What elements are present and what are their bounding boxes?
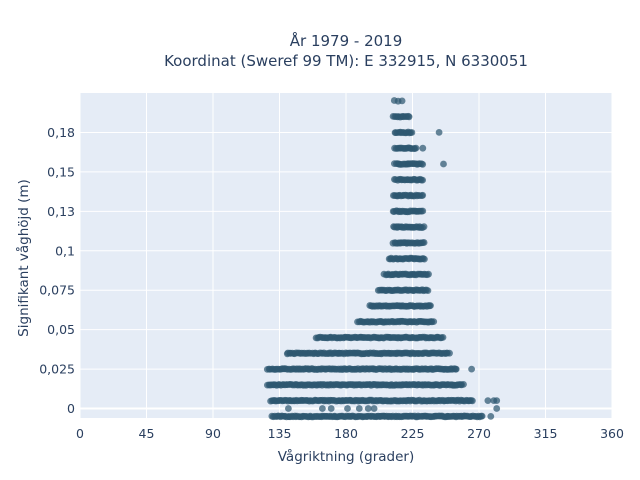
y-tick-label: 0,025 xyxy=(39,362,75,377)
data-point xyxy=(419,191,427,199)
data-point xyxy=(285,405,292,412)
data-point xyxy=(405,113,413,121)
data-point xyxy=(398,97,406,105)
y-tick-label: 0 xyxy=(67,401,75,416)
data-point xyxy=(319,405,326,412)
data-points xyxy=(263,97,501,421)
x-tick-label: 360 xyxy=(600,426,624,441)
data-point xyxy=(381,413,388,420)
data-point xyxy=(424,287,432,294)
data-point xyxy=(446,349,453,357)
data-point xyxy=(493,397,501,404)
x-tick-label: 135 xyxy=(268,426,292,441)
data-point xyxy=(439,334,447,341)
data-point xyxy=(420,223,428,231)
data-point xyxy=(355,405,363,412)
y-tick-label: 0,1 xyxy=(55,243,75,258)
data-point xyxy=(452,365,460,373)
data-point xyxy=(425,270,432,278)
x-tick-label: 45 xyxy=(139,426,155,441)
data-point xyxy=(335,349,342,357)
y-tick-label: 0,075 xyxy=(39,283,75,298)
data-point xyxy=(421,255,428,263)
data-point xyxy=(440,160,447,168)
data-point xyxy=(344,405,351,412)
data-point xyxy=(430,318,438,325)
x-tick-label: 180 xyxy=(334,426,358,441)
data-point xyxy=(493,405,501,412)
data-point xyxy=(444,413,452,420)
x-tick-labels: 0 45 90 135 180 225 270 315 360 xyxy=(76,426,624,441)
data-point xyxy=(419,207,427,215)
y-tick-label: 0,13 xyxy=(47,204,75,219)
y-tick-labels: 0 0,025 0,05 0,075 0,1 0,13 0,15 0,18 xyxy=(39,125,75,416)
data-point xyxy=(370,405,378,412)
x-tick-label: 270 xyxy=(467,426,491,441)
data-point xyxy=(468,365,475,373)
x-tick-label: 315 xyxy=(534,426,558,441)
data-point xyxy=(420,239,428,246)
data-point xyxy=(419,161,427,168)
chart-subtitle: Koordinat (Sweref 99 TM): E 332915, N 63… xyxy=(164,52,528,70)
data-point xyxy=(478,412,486,420)
chart-title: År 1979 - 2019 xyxy=(290,31,403,50)
y-tick-label: 0,15 xyxy=(47,164,75,179)
data-point xyxy=(419,144,427,152)
data-point xyxy=(412,144,420,152)
x-tick-label: 90 xyxy=(205,426,221,441)
data-point xyxy=(487,413,495,420)
data-point xyxy=(469,397,476,405)
data-point xyxy=(408,129,416,136)
x-tick-label: 0 xyxy=(76,426,84,441)
data-point xyxy=(364,405,372,412)
data-point xyxy=(419,176,426,184)
data-point xyxy=(427,302,434,309)
data-point xyxy=(435,129,443,136)
x-tick-label: 225 xyxy=(401,426,425,441)
y-tick-label: 0,05 xyxy=(47,322,75,337)
data-point xyxy=(460,381,467,388)
y-axis-label: Signifikant våghöjd (m) xyxy=(15,179,32,337)
data-point xyxy=(327,405,335,412)
y-tick-label: 0,18 xyxy=(47,125,75,140)
data-point xyxy=(484,397,492,404)
x-axis-label: Vågriktning (grader) xyxy=(278,448,415,465)
